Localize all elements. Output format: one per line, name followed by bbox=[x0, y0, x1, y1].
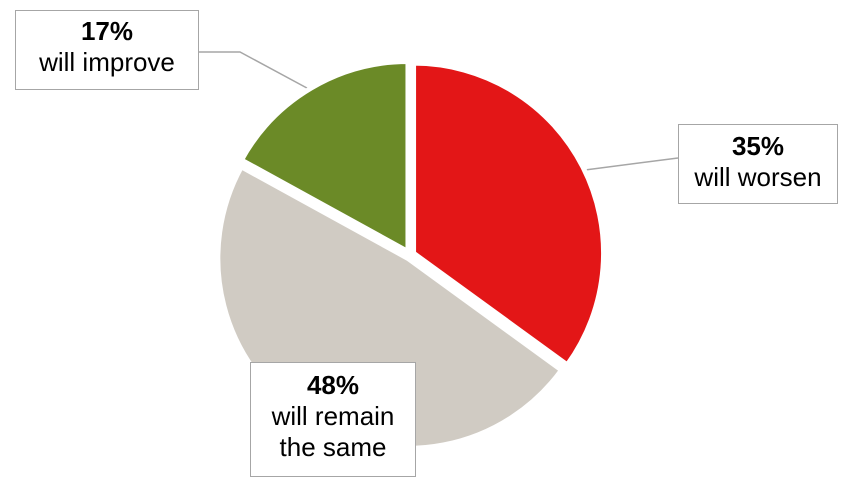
slice-percent: 17% bbox=[80, 16, 134, 46]
leader-line-will-improve bbox=[199, 51, 319, 95]
slice-label: will remain the same bbox=[271, 401, 395, 462]
leader-lines bbox=[199, 51, 679, 171]
pie-slice-will-improve bbox=[238, 59, 411, 255]
leader-line-will-worsen bbox=[584, 157, 679, 171]
pie-slice-will-worsen bbox=[411, 60, 607, 368]
data-label-will-worsen: 35% will worsen bbox=[678, 124, 838, 204]
slice-label: will improve bbox=[39, 47, 175, 77]
slice-percent: 35% bbox=[731, 131, 785, 161]
data-label-will-improve: 17% will improve bbox=[15, 10, 199, 90]
slice-percent: 48% bbox=[306, 370, 360, 400]
slice-label: will worsen bbox=[694, 162, 822, 192]
data-label-will-remain-the-same: 48% will remain the same bbox=[250, 362, 416, 477]
